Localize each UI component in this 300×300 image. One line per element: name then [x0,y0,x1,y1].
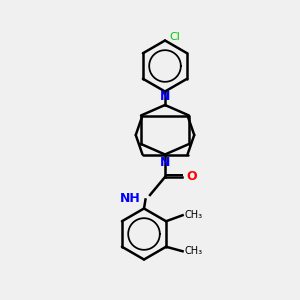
Text: CH₃: CH₃ [184,246,202,256]
Text: Cl: Cl [169,32,180,43]
Text: CH₃: CH₃ [184,210,202,220]
Text: NH: NH [120,191,141,205]
Text: O: O [186,170,196,184]
Text: N: N [160,91,170,103]
Text: N: N [160,156,170,169]
